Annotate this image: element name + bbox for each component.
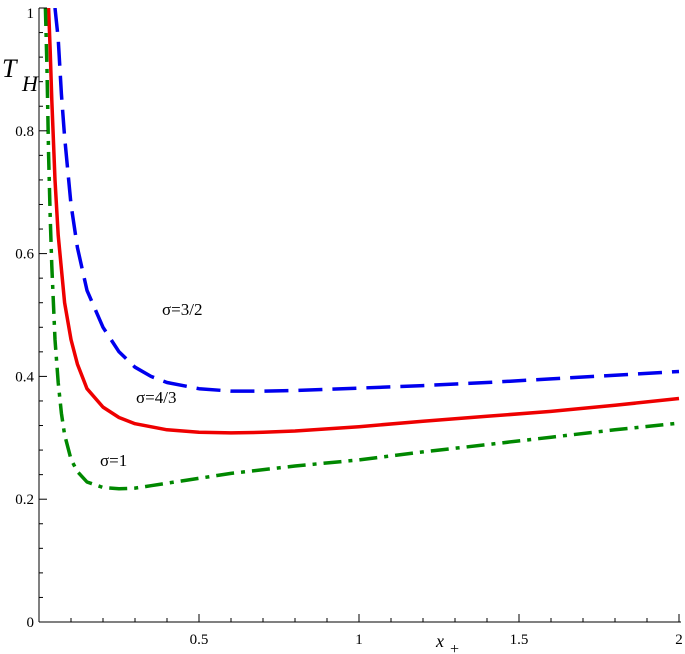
series-line-0 — [53, 8, 680, 393]
x-tick-label: 0.5 — [190, 632, 209, 648]
x-axis-title-subscript: + — [449, 641, 460, 654]
y-tick-label: 1 — [27, 6, 35, 22]
series-line-2 — [43, 8, 680, 491]
y-axis-title: T — [2, 54, 18, 83]
y-tick-label: 0 — [27, 615, 35, 631]
x-axis-title: x — [435, 631, 444, 651]
y-tick-label: 0.8 — [15, 124, 34, 140]
y-tick-label: 0.4 — [15, 369, 34, 385]
y-axis-title-subscript: H — [21, 71, 39, 96]
ticks-layer: 0.5 1 1.5 2 0 0.2 0.4 0.6 0.8 1 — [15, 6, 683, 648]
annotation-sigma-3-2: σ=3/2 — [162, 300, 202, 319]
y-tick-label: 0.6 — [15, 247, 34, 263]
series-line-1 — [46, 8, 680, 435]
axes-layer — [38, 8, 681, 623]
series-layer — [43, 8, 680, 491]
x-tick-label: 1.5 — [510, 632, 529, 648]
annotation-sigma-4-3: σ=4/3 — [136, 388, 176, 407]
x-tick-label: 1 — [355, 632, 363, 648]
labels-layer: T H x + σ=3/2 σ=4/3 σ=1 — [2, 54, 460, 654]
x-tick-label: 2 — [675, 632, 683, 648]
y-tick-label: 0.2 — [15, 492, 34, 508]
annotation-sigma-1: σ=1 — [100, 451, 127, 470]
